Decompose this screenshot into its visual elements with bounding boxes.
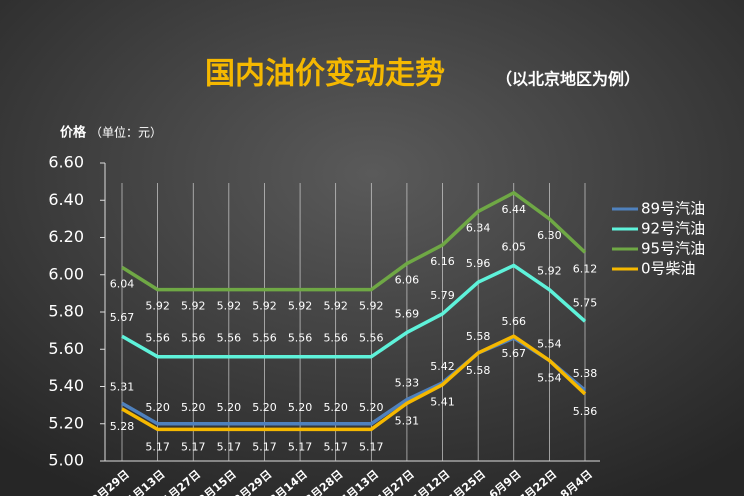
y-tick-label: 5.80	[48, 302, 84, 321]
data-label: 5.56	[145, 332, 170, 345]
data-label: 6.06	[395, 274, 420, 287]
legend-label: 95号汽油	[641, 240, 705, 258]
data-label: 5.54	[537, 371, 562, 384]
data-label: 5.17	[359, 440, 384, 453]
data-label: 5.42	[430, 360, 455, 373]
data-label: 5.67	[110, 311, 135, 324]
data-label: 5.20	[359, 401, 384, 414]
y-tick-label: 5.60	[48, 339, 84, 358]
data-label: 5.92	[252, 300, 277, 313]
data-label: 5.17	[217, 440, 242, 453]
data-label: 5.31	[110, 380, 135, 393]
data-label: 5.92	[323, 300, 348, 313]
data-label: 5.92	[181, 300, 206, 313]
data-label: 5.20	[145, 401, 170, 414]
legend-label: 89号汽油	[641, 200, 705, 218]
data-label: 5.17	[323, 440, 348, 453]
chart-subtitle: （以北京地区为例）	[496, 70, 640, 89]
y-tick-label: 6.40	[48, 190, 84, 209]
data-label: 5.20	[323, 401, 348, 414]
data-label: 5.20	[288, 401, 313, 414]
data-label: 5.17	[252, 440, 277, 453]
y-tick-label: 5.20	[48, 413, 84, 432]
line	[121, 191, 587, 292]
y-axis-label: 价格	[60, 125, 87, 141]
data-label: 5.20	[217, 401, 242, 414]
data-label: 5.92	[288, 300, 313, 313]
data-label: 5.54	[537, 337, 562, 350]
y-tick-label: 6.20	[48, 227, 84, 246]
data-label: 5.67	[502, 347, 527, 360]
data-label: 5.36	[573, 405, 598, 418]
data-label: 5.75	[573, 296, 598, 309]
data-label: 5.79	[430, 289, 455, 302]
data-label: 6.12	[573, 262, 598, 275]
data-label: 5.56	[323, 332, 348, 345]
y-axis-unit: （单位：元）	[90, 125, 162, 140]
data-label: 5.20	[181, 401, 206, 414]
data-label: 5.28	[110, 420, 135, 433]
data-label: 5.92	[145, 300, 170, 313]
line	[121, 334, 587, 432]
legend-label: 0号柴油	[641, 260, 696, 278]
data-label: 5.66	[502, 315, 527, 328]
y-tick-label: 6.00	[48, 264, 84, 283]
data-label: 5.38	[573, 367, 598, 380]
data-label: 6.04	[110, 277, 135, 290]
data-label: 5.17	[145, 440, 170, 453]
y-tick-label: 6.60	[48, 153, 84, 172]
data-label: 5.33	[395, 377, 420, 390]
line	[121, 263, 587, 359]
data-label: 6.44	[502, 203, 527, 216]
data-label: 5.69	[395, 307, 420, 320]
data-label: 5.31	[395, 414, 420, 427]
data-label: 5.92	[359, 300, 384, 313]
data-label: 6.05	[502, 240, 527, 253]
data-label: 5.58	[466, 330, 491, 343]
data-label: 6.30	[537, 229, 562, 242]
data-label: 5.20	[252, 401, 277, 414]
y-tick-label: 5.40	[48, 376, 84, 395]
legend-label: 92号汽油	[641, 220, 705, 238]
data-label: 5.92	[537, 265, 562, 278]
data-label: 5.17	[288, 440, 313, 453]
data-label: 5.56	[181, 332, 206, 345]
data-label: 5.17	[181, 440, 206, 453]
data-label: 5.96	[466, 257, 491, 270]
data-label: 5.58	[466, 364, 491, 377]
data-label: 5.56	[359, 332, 384, 345]
data-label: 5.56	[288, 332, 313, 345]
data-label: 5.56	[217, 332, 242, 345]
data-label: 5.92	[217, 300, 242, 313]
data-label: 5.56	[252, 332, 277, 345]
y-tick-label: 5.00	[48, 451, 84, 470]
data-label: 6.34	[466, 221, 491, 234]
data-label: 6.16	[430, 255, 455, 268]
chart-title: 国内油价变动走势	[205, 57, 445, 92]
data-label: 5.41	[430, 396, 455, 409]
